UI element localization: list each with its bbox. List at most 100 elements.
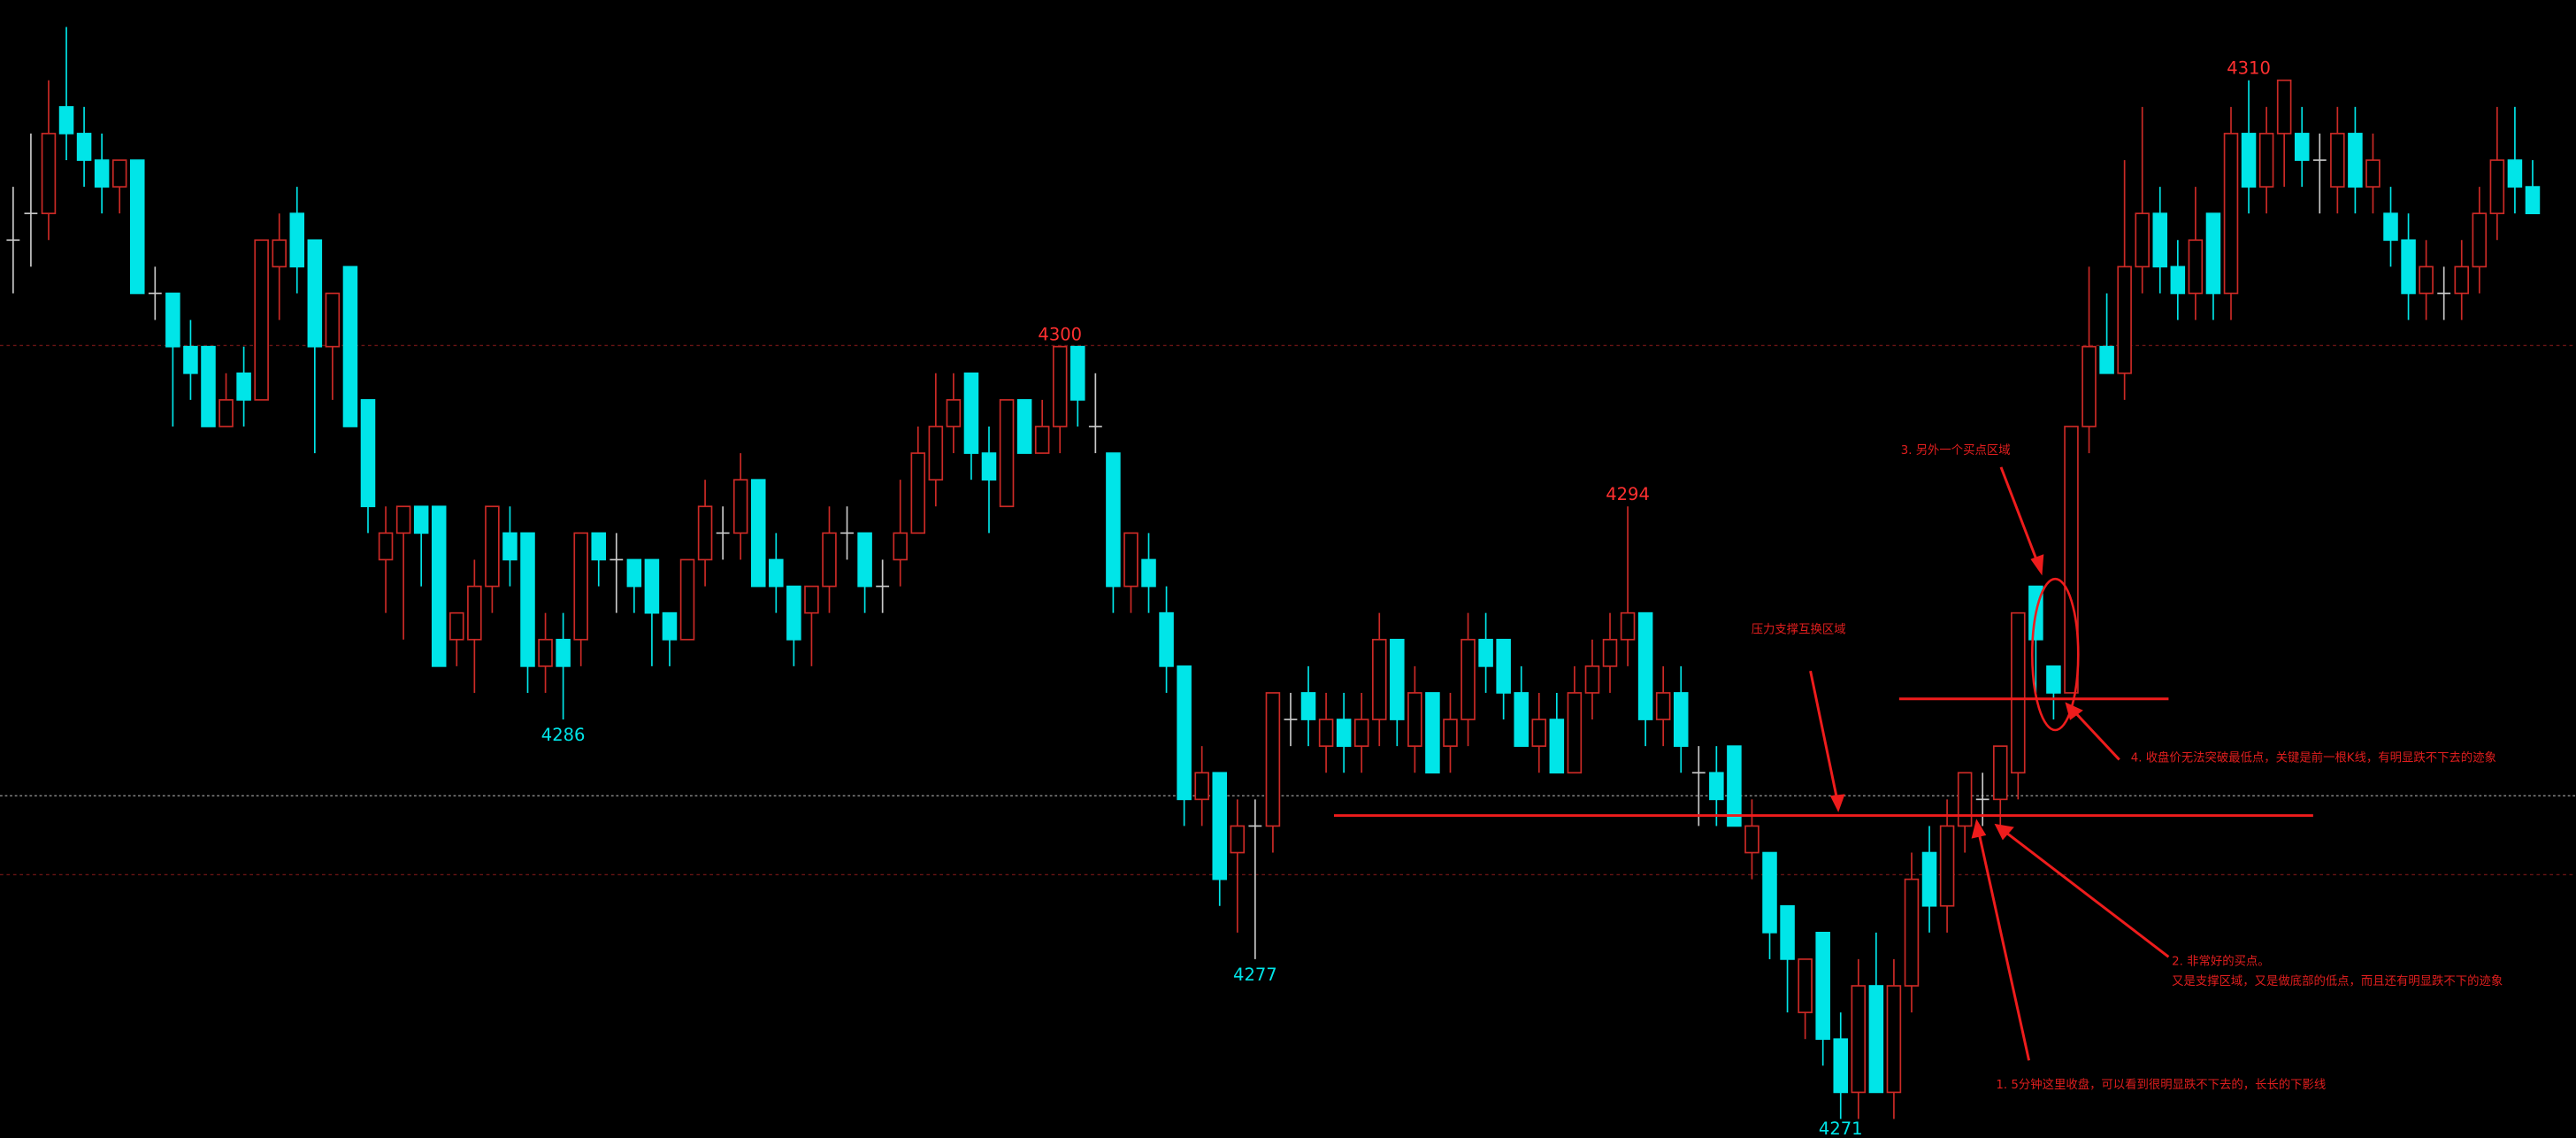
candle-body <box>1194 772 1209 801</box>
arrow <box>1999 466 2041 566</box>
candle-body <box>1655 692 1671 720</box>
candle-body <box>573 532 588 641</box>
candle-body <box>2135 212 2150 268</box>
candle-body <box>1016 399 1032 454</box>
arrow <box>2000 827 2170 958</box>
candle-body <box>2525 186 2541 215</box>
candle-body <box>1637 611 1653 720</box>
candle-body <box>893 532 908 561</box>
candle-body <box>928 426 944 481</box>
candle-body <box>1070 345 1085 401</box>
candle-body <box>58 105 74 135</box>
candle-body <box>76 133 92 161</box>
candle-body <box>1230 825 1246 854</box>
candle-body <box>2170 265 2186 295</box>
arrow-head <box>1994 823 2014 841</box>
candle-body <box>1921 851 1937 907</box>
candles <box>6 27 2541 1119</box>
candle-body <box>910 452 926 534</box>
candle-body <box>1549 719 1565 774</box>
candle-body <box>786 585 801 641</box>
candle-body <box>1992 745 2008 801</box>
annotations: 压力支撑互换区域 3. 另外一个买点区域 4. 收盘价无法突破最低点，关键是前一… <box>1334 443 2503 1092</box>
candle-body <box>1868 985 1884 1094</box>
candle-body <box>1496 638 1511 694</box>
candle-body <box>963 372 979 454</box>
candle-body <box>254 239 269 401</box>
candle-body <box>679 558 695 641</box>
candle-body <box>1123 532 1138 588</box>
candle-body <box>2241 133 2257 188</box>
candle-body <box>502 532 518 561</box>
candle-body <box>413 505 429 534</box>
high-label: 4310 <box>2227 58 2271 78</box>
candle-body <box>2294 133 2310 161</box>
low-label: 4277 <box>1233 965 1277 985</box>
candle-body <box>2454 265 2470 295</box>
candle-body <box>1034 426 1050 454</box>
annotation: 4. 收盘价无法突破最低点，关键是前一根K线，有明显跌不下去的迹象 <box>2131 750 2496 765</box>
arrow-head <box>2030 554 2044 576</box>
candle-body <box>395 505 411 534</box>
candle-body <box>1815 931 1830 1041</box>
candle-body <box>2330 133 2345 188</box>
candle-body <box>1886 985 1902 1094</box>
arrow-head <box>1829 794 1845 812</box>
candle-body <box>1212 772 1228 880</box>
candle-body <box>1584 665 1600 694</box>
candle-body <box>1336 719 1352 747</box>
candle-body <box>1106 452 1121 588</box>
candle-body <box>1460 638 1476 720</box>
candle-body <box>1371 638 1387 720</box>
candle-body <box>750 479 766 588</box>
candle-body <box>467 585 482 641</box>
candle-body <box>556 638 571 667</box>
candle-body <box>1957 772 1973 827</box>
candle-body <box>201 345 216 427</box>
candle-body <box>2064 426 2079 694</box>
candle-body <box>822 532 837 588</box>
candle-body <box>360 399 376 508</box>
candle-body <box>325 292 341 348</box>
candle-body <box>946 399 962 427</box>
candle-body <box>1141 558 1156 588</box>
candle-body <box>2258 133 2274 188</box>
highlight-ellipse <box>2030 577 2080 732</box>
candle-body <box>431 505 447 667</box>
candle-body <box>2472 212 2488 268</box>
candle-body <box>1851 985 1867 1094</box>
annotation: 2. 非常好的买点。 <box>2172 955 2270 969</box>
candle-body <box>94 159 110 188</box>
candle-body <box>591 532 607 561</box>
candle-body <box>485 505 500 588</box>
candle-body <box>2401 239 2416 295</box>
candle-body <box>1177 665 1192 801</box>
candle-body <box>1443 719 1458 747</box>
arrow <box>1976 828 2031 1061</box>
candle-body <box>1425 692 1440 774</box>
candle-body <box>1833 1038 1849 1094</box>
low-label: 4286 <box>541 725 586 745</box>
candle-body <box>449 611 464 641</box>
candle-body <box>1939 825 1955 907</box>
candle-body <box>1780 904 1795 960</box>
candle-body <box>1052 345 1068 427</box>
candle-body <box>1602 638 1618 667</box>
arrow-head <box>1971 819 1987 839</box>
candle-body <box>1744 825 1760 854</box>
candle-body <box>289 212 305 268</box>
candle-body <box>378 532 394 561</box>
candle-body <box>2152 212 2168 268</box>
annotation: 又是支撑区域，又是做底部的低点，而且还有明显跌不下的迹象 <box>2172 974 2503 988</box>
candle-body <box>2117 265 2132 374</box>
candle-body <box>342 265 358 427</box>
candle-body <box>662 611 678 641</box>
candle-body <box>857 532 872 588</box>
candle-body <box>129 159 145 295</box>
high-label: 4294 <box>1606 484 1650 504</box>
arrow <box>2070 707 2120 761</box>
candle-body <box>2489 159 2505 215</box>
